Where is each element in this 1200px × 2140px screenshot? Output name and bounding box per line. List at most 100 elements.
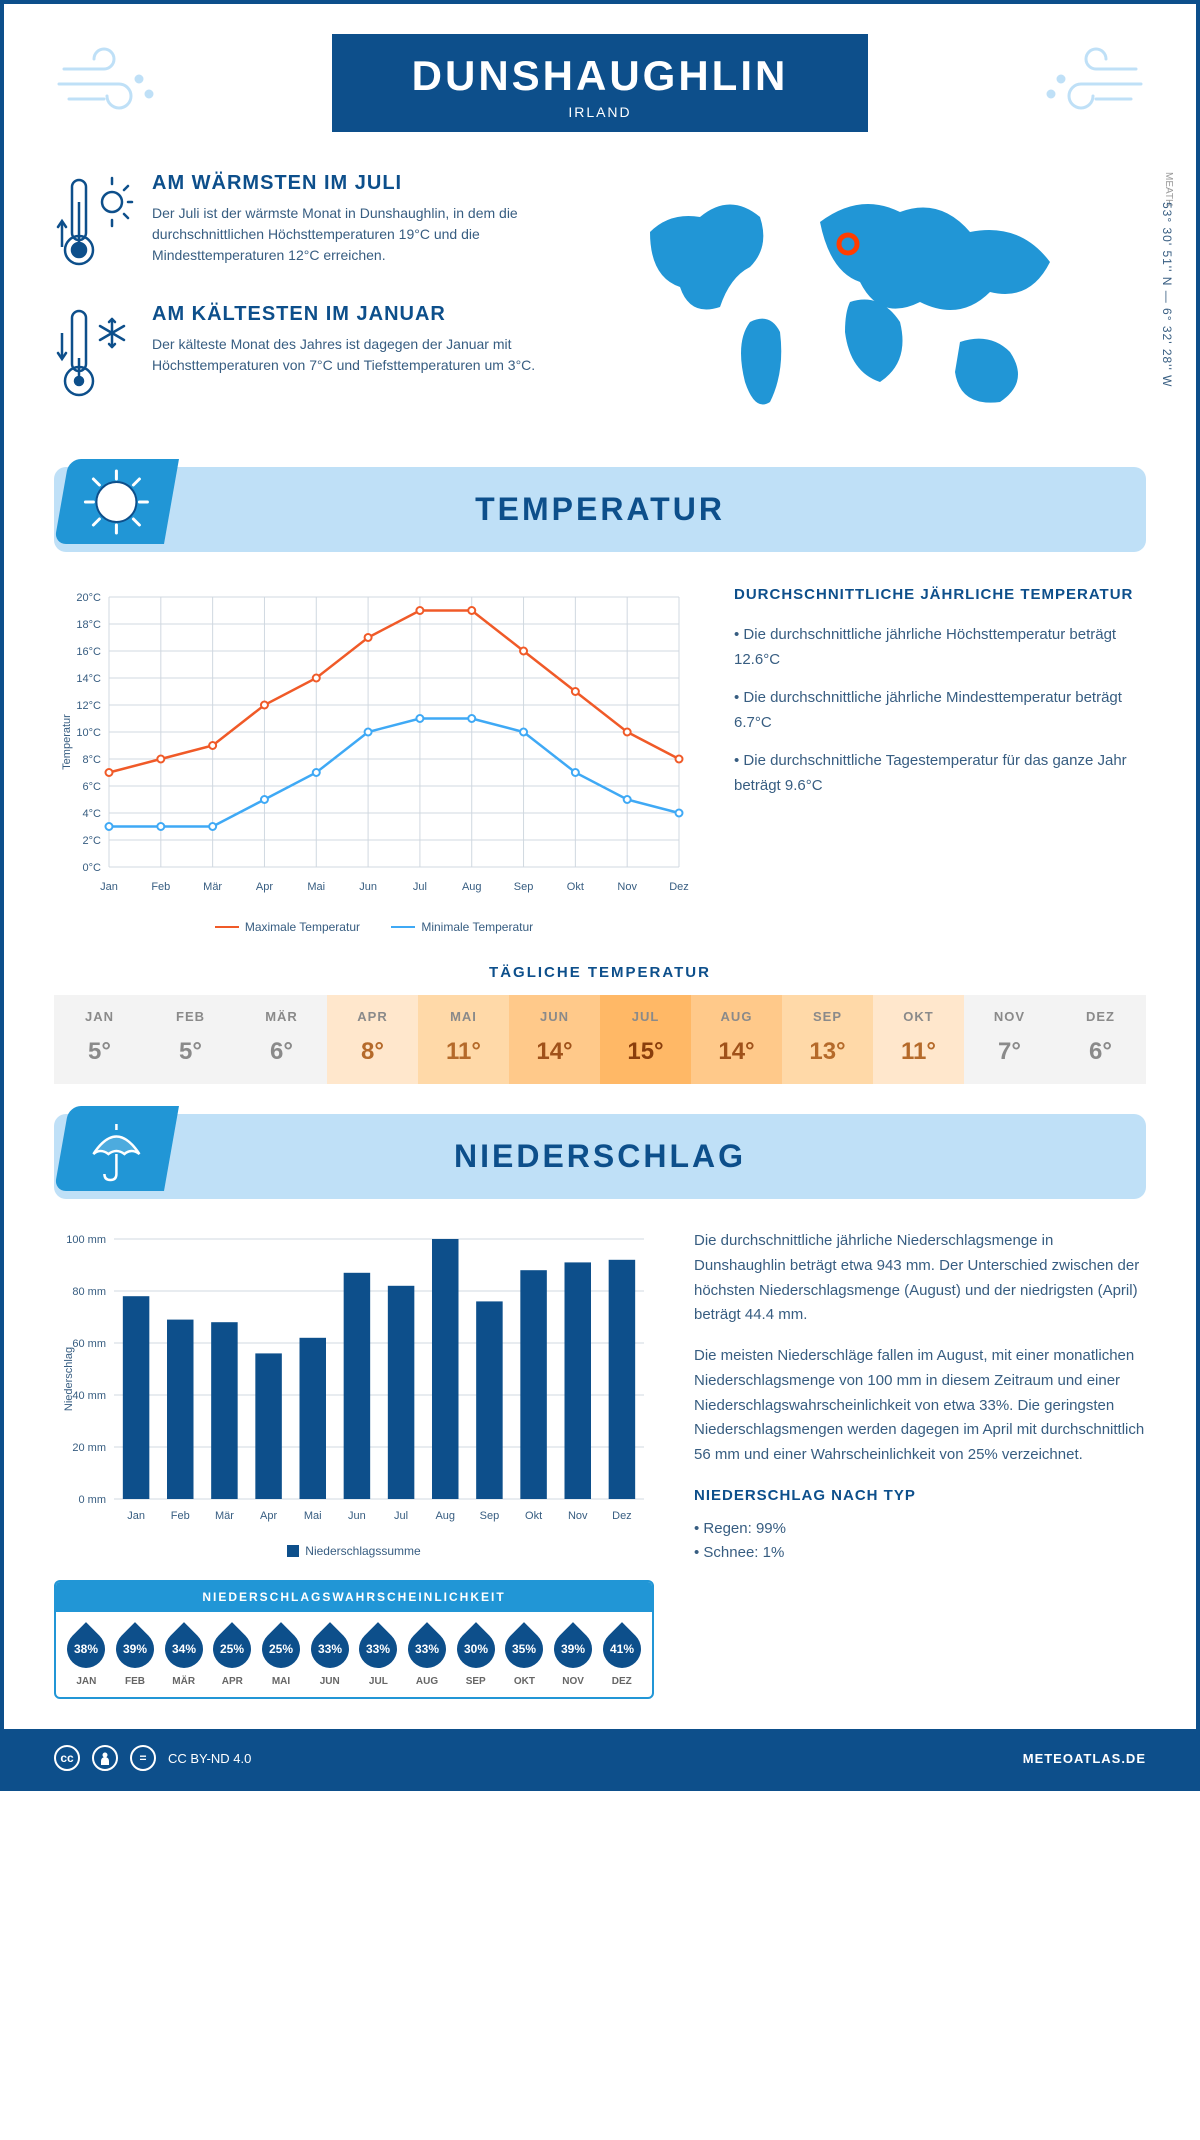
svg-text:Niederschlag: Niederschlag (63, 1347, 75, 1411)
prob-cell: 39%NOV (551, 1624, 596, 1687)
daily-temperature-grid: JAN5°FEB5°MÄR6°APR8°MAI11°JUN14°JUL15°AU… (54, 995, 1146, 1084)
thermometer-snow-icon (54, 303, 134, 408)
fact-warm-text: Der Juli ist der wärmste Monat in Dunsha… (152, 203, 580, 266)
precip-type-item: • Regen: 99% (694, 1517, 1146, 1542)
svg-text:Temperatur: Temperatur (61, 714, 73, 770)
svg-text:Okt: Okt (525, 1510, 542, 1522)
svg-text:20°C: 20°C (76, 592, 101, 604)
daily-temp-cell: JAN5° (54, 995, 145, 1084)
section-header-precipitation: NIEDERSCHLAG (54, 1114, 1146, 1199)
svg-text:Apr: Apr (256, 881, 273, 893)
svg-text:Feb: Feb (151, 881, 170, 893)
svg-text:Jul: Jul (413, 881, 427, 893)
precipitation-info: Die durchschnittliche jährliche Niedersc… (694, 1229, 1146, 1699)
svg-text:0 mm: 0 mm (79, 1494, 107, 1506)
sun-icon (54, 459, 179, 544)
svg-text:16°C: 16°C (76, 646, 101, 658)
svg-text:Feb: Feb (171, 1510, 190, 1522)
svg-text:Jan: Jan (100, 881, 118, 893)
precip-text-1: Die durchschnittliche jährliche Niedersc… (694, 1229, 1146, 1328)
prob-cell: 33%AUG (405, 1624, 450, 1687)
svg-text:Mai: Mai (304, 1510, 322, 1522)
prob-cell: 30%SEP (453, 1624, 498, 1687)
daily-temp-cell: OKT11° (873, 995, 964, 1084)
svg-text:Jun: Jun (348, 1510, 366, 1522)
fact-cold-title: AM KÄLTESTEN IM JANUAR (152, 303, 580, 326)
svg-text:Jan: Jan (127, 1510, 145, 1522)
svg-text:80 mm: 80 mm (72, 1286, 106, 1298)
svg-text:Okt: Okt (567, 881, 584, 893)
svg-text:40 mm: 40 mm (72, 1390, 106, 1402)
raindrop-icon: 38% (59, 1622, 113, 1676)
raindrop-icon: 25% (254, 1622, 308, 1676)
svg-text:Nov: Nov (568, 1510, 588, 1522)
temp-bullet: • Die durchschnittliche jährliche Höchst… (734, 622, 1146, 673)
prob-cell: 38%JAN (64, 1624, 109, 1687)
daily-temp-cell: JUL15° (600, 995, 691, 1084)
svg-text:12°C: 12°C (76, 700, 101, 712)
temp-info-title: DURCHSCHNITTLICHE JÄHRLICHE TEMPERATUR (734, 582, 1146, 608)
daily-temp-cell: MÄR6° (236, 995, 327, 1084)
prob-cell: 25%MAI (259, 1624, 304, 1687)
precip-by-type-title: NIEDERSCHLAG NACH TYP (694, 1484, 1146, 1509)
svg-text:100 mm: 100 mm (66, 1234, 106, 1246)
footer: cc = CC BY-ND 4.0 METEOATLAS.DE (4, 1729, 1196, 1787)
precipitation-title: NIEDERSCHLAG (74, 1138, 1126, 1175)
temperature-title: TEMPERATUR (74, 491, 1126, 528)
svg-text:Aug: Aug (435, 1510, 455, 1522)
raindrop-icon: 33% (303, 1622, 357, 1676)
fact-warm-title: AM WÄRMSTEN IM JULI (152, 172, 580, 195)
section-header-temperature: TEMPERATUR (54, 467, 1146, 552)
fact-warmest: AM WÄRMSTEN IM JULI Der Juli ist der wär… (54, 172, 580, 277)
daily-temp-title: TÄGLICHE TEMPERATUR (54, 964, 1146, 981)
daily-temp-cell: NOV7° (964, 995, 1055, 1084)
raindrop-icon: 35% (498, 1622, 552, 1676)
svg-text:Mär: Mär (215, 1510, 234, 1522)
raindrop-icon: 30% (449, 1622, 503, 1676)
temperature-line-chart: 0°C2°C4°C6°C8°C10°C12°C14°C16°C18°C20°CJ… (54, 582, 694, 902)
cc-icon: cc (54, 1745, 80, 1771)
daily-temp-cell: APR8° (327, 995, 418, 1084)
temp-bullet: • Die durchschnittliche Tagestemperatur … (734, 748, 1146, 799)
license-text: CC BY-ND 4.0 (168, 1751, 251, 1766)
wind-icon (1036, 44, 1146, 129)
city-title: DUNSHAUGHLIN (412, 52, 789, 100)
raindrop-icon: 33% (400, 1622, 454, 1676)
prob-cell: 33%JUN (307, 1624, 352, 1687)
svg-text:0°C: 0°C (83, 862, 102, 874)
raindrop-icon: 34% (157, 1622, 211, 1676)
country-subtitle: IRLAND (412, 104, 789, 120)
svg-text:Jul: Jul (394, 1510, 408, 1522)
raindrop-icon: 39% (108, 1622, 162, 1676)
prob-cell: 34%MÄR (161, 1624, 206, 1687)
raindrop-icon: 33% (351, 1622, 405, 1676)
world-map: MEATH 53° 30' 51'' N — 6° 32' 28'' W (620, 172, 1146, 437)
svg-text:18°C: 18°C (76, 619, 101, 631)
by-icon (92, 1745, 118, 1771)
title-banner: DUNSHAUGHLIN IRLAND (332, 34, 869, 132)
precipitation-probability-box: NIEDERSCHLAGSWAHRSCHEINLICHKEIT 38%JAN39… (54, 1580, 654, 1699)
header: DUNSHAUGHLIN IRLAND (4, 4, 1196, 152)
precip-text-2: Die meisten Niederschläge fallen im Augu… (694, 1344, 1146, 1468)
svg-text:2°C: 2°C (83, 835, 102, 847)
daily-temp-cell: DEZ6° (1055, 995, 1146, 1084)
prob-title: NIEDERSCHLAGSWAHRSCHEINLICHKEIT (56, 1582, 652, 1612)
precip-chart-legend: Niederschlagssumme (54, 1544, 654, 1560)
svg-text:14°C: 14°C (76, 673, 101, 685)
svg-text:Aug: Aug (462, 881, 482, 893)
brand-text: METEOATLAS.DE (1023, 1751, 1146, 1766)
svg-text:Sep: Sep (514, 881, 534, 893)
temperature-info: DURCHSCHNITTLICHE JÄHRLICHE TEMPERATUR •… (734, 582, 1146, 934)
nd-icon: = (130, 1745, 156, 1771)
svg-text:8°C: 8°C (83, 754, 102, 766)
umbrella-icon (54, 1106, 179, 1191)
precip-type-item: • Schnee: 1% (694, 1541, 1146, 1566)
svg-text:Jun: Jun (359, 881, 377, 893)
prob-cell: 35%OKT (502, 1624, 547, 1687)
daily-temp-cell: SEP13° (782, 995, 873, 1084)
fact-cold-text: Der kälteste Monat des Jahres ist dagege… (152, 334, 580, 376)
coordinates: 53° 30' 51'' N — 6° 32' 28'' W (1160, 202, 1174, 387)
wind-icon (54, 44, 164, 129)
raindrop-icon: 41% (595, 1622, 649, 1676)
svg-text:60 mm: 60 mm (72, 1338, 106, 1350)
